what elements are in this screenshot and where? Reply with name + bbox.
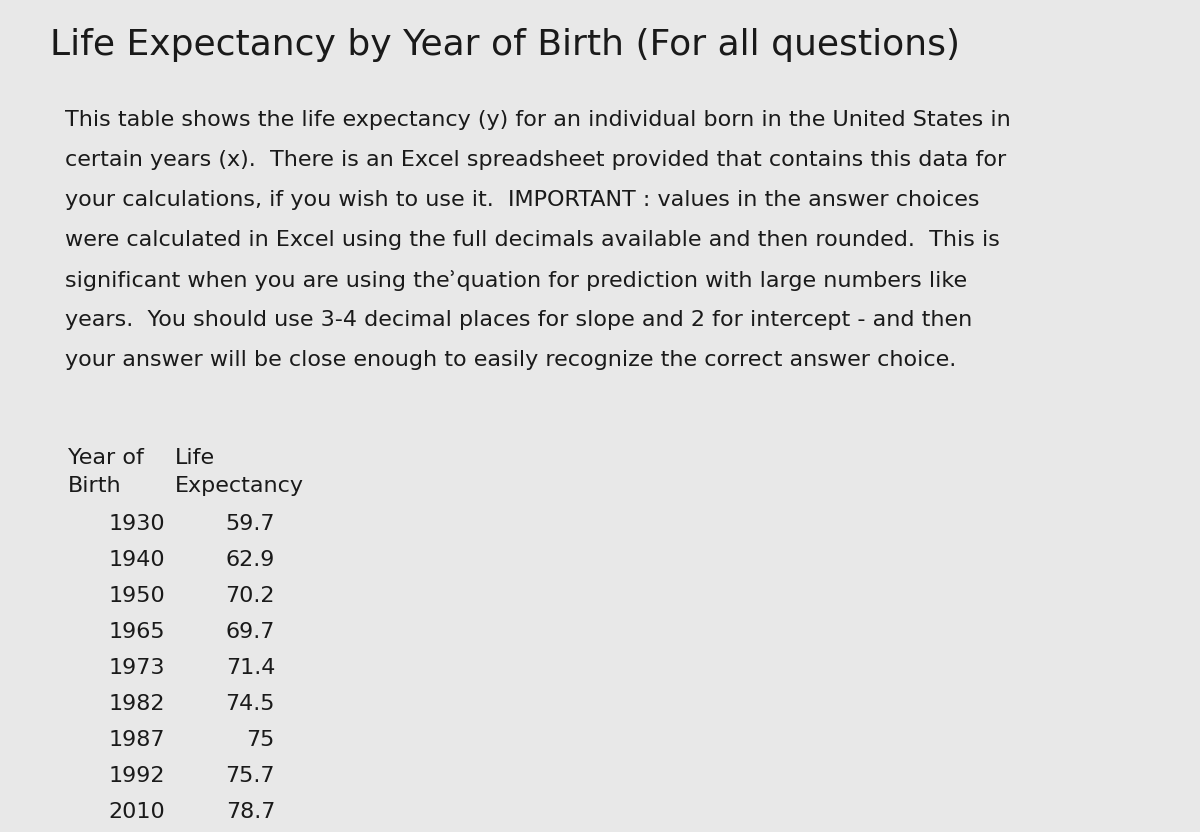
Text: 1930: 1930 xyxy=(108,514,166,534)
Text: your answer will be close enough to easily recognize the correct answer choice.: your answer will be close enough to easi… xyxy=(65,350,956,370)
Text: 59.7: 59.7 xyxy=(226,514,275,534)
Text: 75: 75 xyxy=(247,730,275,750)
Text: 75.7: 75.7 xyxy=(226,766,275,786)
Text: 69.7: 69.7 xyxy=(226,622,275,642)
Text: your calculations, if you wish to use it.  IMPORTANT : values in the answer choi: your calculations, if you wish to use it… xyxy=(65,190,979,210)
Text: Birth: Birth xyxy=(68,476,121,496)
Text: 2010: 2010 xyxy=(108,802,166,822)
Text: 1992: 1992 xyxy=(108,766,166,786)
Text: were calculated in Excel using the full decimals available and then rounded.  Th: were calculated in Excel using the full … xyxy=(65,230,1000,250)
Text: years.  You should use 3-4 decimal places for slope and 2 for intercept - and th: years. You should use 3-4 decimal places… xyxy=(65,310,972,330)
Text: 62.9: 62.9 xyxy=(226,550,275,570)
Text: 71.4: 71.4 xyxy=(226,658,275,678)
Text: Expectancy: Expectancy xyxy=(175,476,304,496)
Text: 1940: 1940 xyxy=(108,550,166,570)
Text: 1987: 1987 xyxy=(108,730,166,750)
Text: 70.2: 70.2 xyxy=(226,586,275,606)
Text: 1950: 1950 xyxy=(108,586,166,606)
Text: certain years (x).  There is an Excel spreadsheet provided that contains this da: certain years (x). There is an Excel spr… xyxy=(65,150,1007,170)
Text: Year of: Year of xyxy=(68,448,144,468)
Text: 1973: 1973 xyxy=(108,658,166,678)
Text: 78.7: 78.7 xyxy=(226,802,275,822)
Text: Life: Life xyxy=(175,448,215,468)
Text: 1965: 1965 xyxy=(108,622,166,642)
Text: This table shows the life expectancy (y) for an individual born in the United St: This table shows the life expectancy (y)… xyxy=(65,110,1010,130)
Text: 1982: 1982 xyxy=(108,694,166,714)
Text: Life Expectancy by Year of Birth (For all questions): Life Expectancy by Year of Birth (For al… xyxy=(50,28,960,62)
Text: significant when you are using theʾquation for prediction with large numbers lik: significant when you are using theʾquati… xyxy=(65,270,967,291)
Text: 74.5: 74.5 xyxy=(226,694,275,714)
